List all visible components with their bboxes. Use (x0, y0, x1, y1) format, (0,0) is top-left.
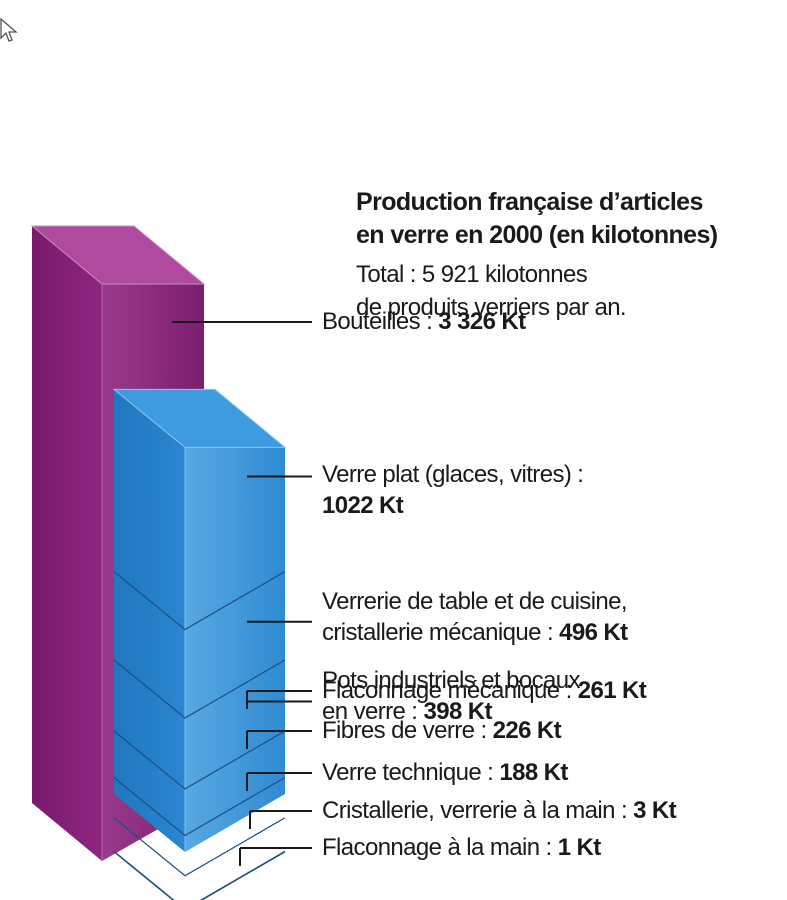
blue-segment-divider (113, 817, 286, 877)
category-label: Verre plat (glaces, vitres) : 1022 Kt (322, 459, 584, 521)
category-label-text: Verre plat (glaces, vitres) : (322, 461, 584, 489)
category-label: Verrerie de table et de cuisine, cristall… (322, 586, 628, 648)
category-label-text: en verre : (322, 698, 418, 726)
category-label-text: Flaconnage à la main : (322, 834, 552, 861)
category-label-text: Fibres de verre : (322, 717, 487, 744)
chart-title: Production française d’articles en verre… (356, 186, 776, 252)
category-label-text: Cristallerie, verrerie à la main : (322, 797, 628, 824)
chart-title-line1: Production française d’articles (356, 188, 703, 216)
cursor-arrow-icon (0, 18, 18, 42)
category-value: 3 Kt (633, 797, 677, 824)
category-label: Flaconnage mécanique : 261 Kt (322, 675, 647, 706)
blue-column-right-face (185, 447, 285, 852)
category-value: 261 Kt (577, 677, 647, 704)
category-value: 226 Kt (492, 717, 562, 744)
category-label-text: cristallerie mécanique : (322, 618, 554, 646)
blue-segment-divider (113, 851, 286, 900)
category-value: 1022 Kt (322, 492, 404, 520)
blue-segment-divider (113, 776, 286, 837)
category-label-text: Flaconnage mécanique : (322, 677, 572, 704)
chart-title-line2: en verre en 2000 (en kilotonnes) (356, 221, 718, 249)
category-label: Verre technique : 188 Kt (322, 757, 568, 788)
blue-segment-divider (113, 850, 286, 900)
category-label: Flaconnage à la main : 1 Kt (322, 832, 601, 863)
category-value: 188 Kt (499, 759, 568, 786)
category-label-text: Pots industriels et bocaux (322, 667, 580, 695)
blue-column-top (112, 388, 287, 448)
title-block: Production française d’articles en verre… (356, 186, 776, 324)
blue-segment-divider (113, 730, 286, 790)
blue-segment-divider (113, 659, 286, 719)
purple-column-top (30, 225, 206, 285)
category-value: 496 Kt (559, 618, 628, 646)
blue-segment-divider (113, 571, 286, 631)
category-value: 398 Kt (423, 698, 492, 726)
chart-subtitle: Total : 5 921 kilotonnes de produits ver… (356, 258, 776, 324)
chart-subtitle-line2: de produits verriers par an. (356, 294, 627, 321)
category-label: Pots industriels et bocaux en verre : 398… (322, 665, 580, 727)
category-label: Fibres de verre : 226 Kt (322, 715, 562, 746)
category-value: 1 Kt (557, 834, 602, 861)
category-label-text: Verre technique : (322, 759, 494, 786)
blue-column-left-face (114, 389, 185, 852)
chart-subtitle-line1: Total : 5 921 kilotonnes (356, 261, 588, 288)
category-label-text: Bouteilles : (322, 308, 433, 336)
purple-column-left-face (32, 226, 102, 861)
category-value: 3 326 Kt (438, 308, 526, 336)
category-label-text: Verrerie de table et de cuisine, (322, 587, 628, 615)
category-label: Cristallerie, verrerie à la main : 3 Kt (322, 795, 677, 826)
category-label: Bouteilles : 3 326 Kt (322, 306, 526, 337)
